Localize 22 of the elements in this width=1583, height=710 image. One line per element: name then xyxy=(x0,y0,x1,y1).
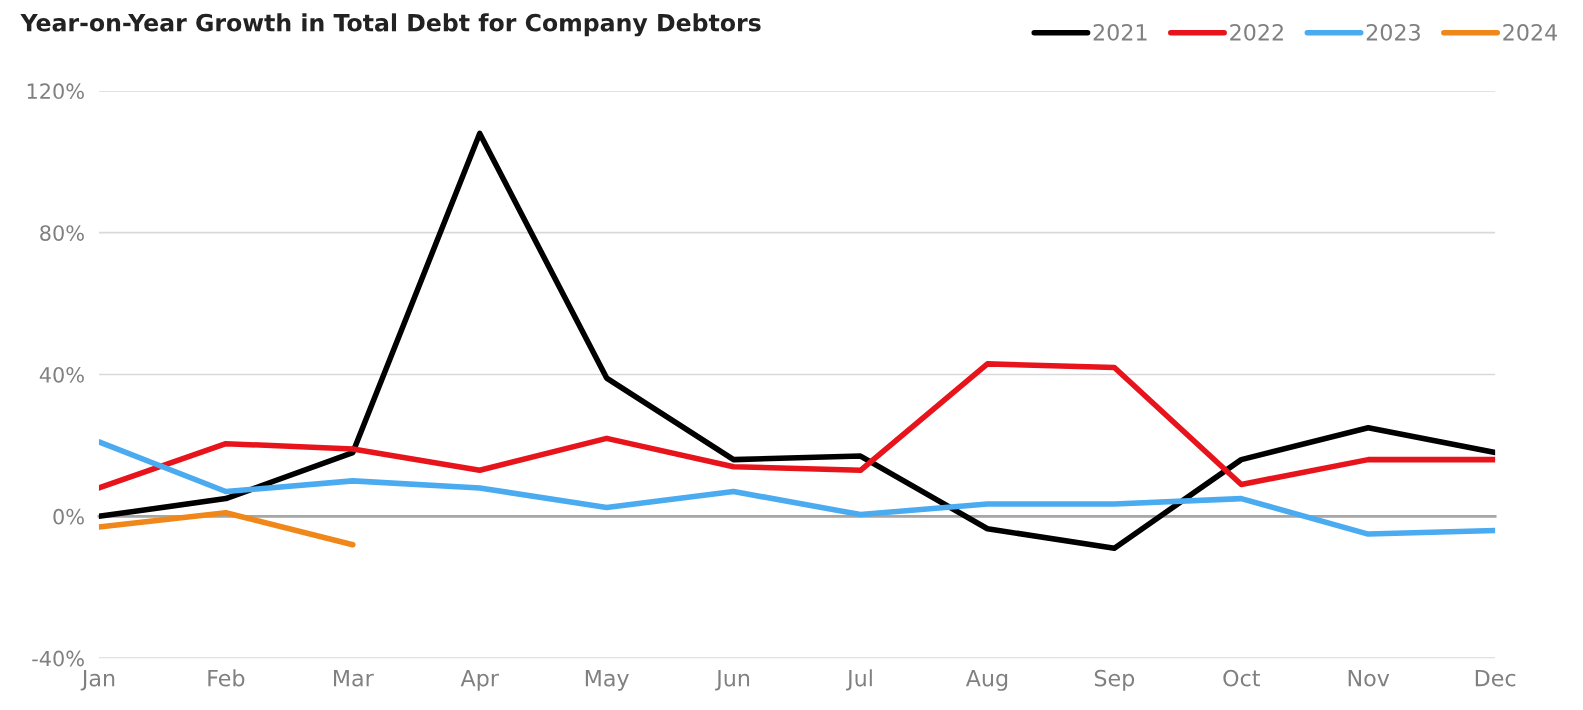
x-tick-label: Jan xyxy=(80,669,115,691)
x-tick-label: Feb xyxy=(208,669,245,687)
x-tick-label: Jul xyxy=(845,669,872,691)
x-tick-label: Aug xyxy=(965,669,1008,691)
x-tick-label: Apr xyxy=(460,669,499,691)
x-tick-label: Mar xyxy=(334,669,374,687)
x-tick-label: Dec xyxy=(1475,669,1516,687)
chart-title: Year-on-Year Growth in Total Debt for Company Debtors xyxy=(20,13,761,37)
x-tick-label: Sep xyxy=(1094,669,1135,691)
y-tick-label: 80% xyxy=(40,225,84,241)
legend-label: 2022 xyxy=(1230,23,1283,41)
y-tick-label: 120% xyxy=(27,83,84,100)
legend-label: 2023 xyxy=(1366,23,1420,41)
x-tick-label: Nov xyxy=(1348,669,1390,687)
x-tick-label: May xyxy=(585,669,629,691)
y-tick-label: -40% xyxy=(32,650,84,667)
x-tick-label: Oct xyxy=(1223,669,1260,687)
y-tick-label: 40% xyxy=(39,366,84,383)
legend-label: 2024 xyxy=(1503,23,1557,41)
x-tick-label: Jun xyxy=(715,669,750,691)
y-tick-label: 0% xyxy=(53,508,84,525)
legend-label: 2021 xyxy=(1093,23,1147,41)
